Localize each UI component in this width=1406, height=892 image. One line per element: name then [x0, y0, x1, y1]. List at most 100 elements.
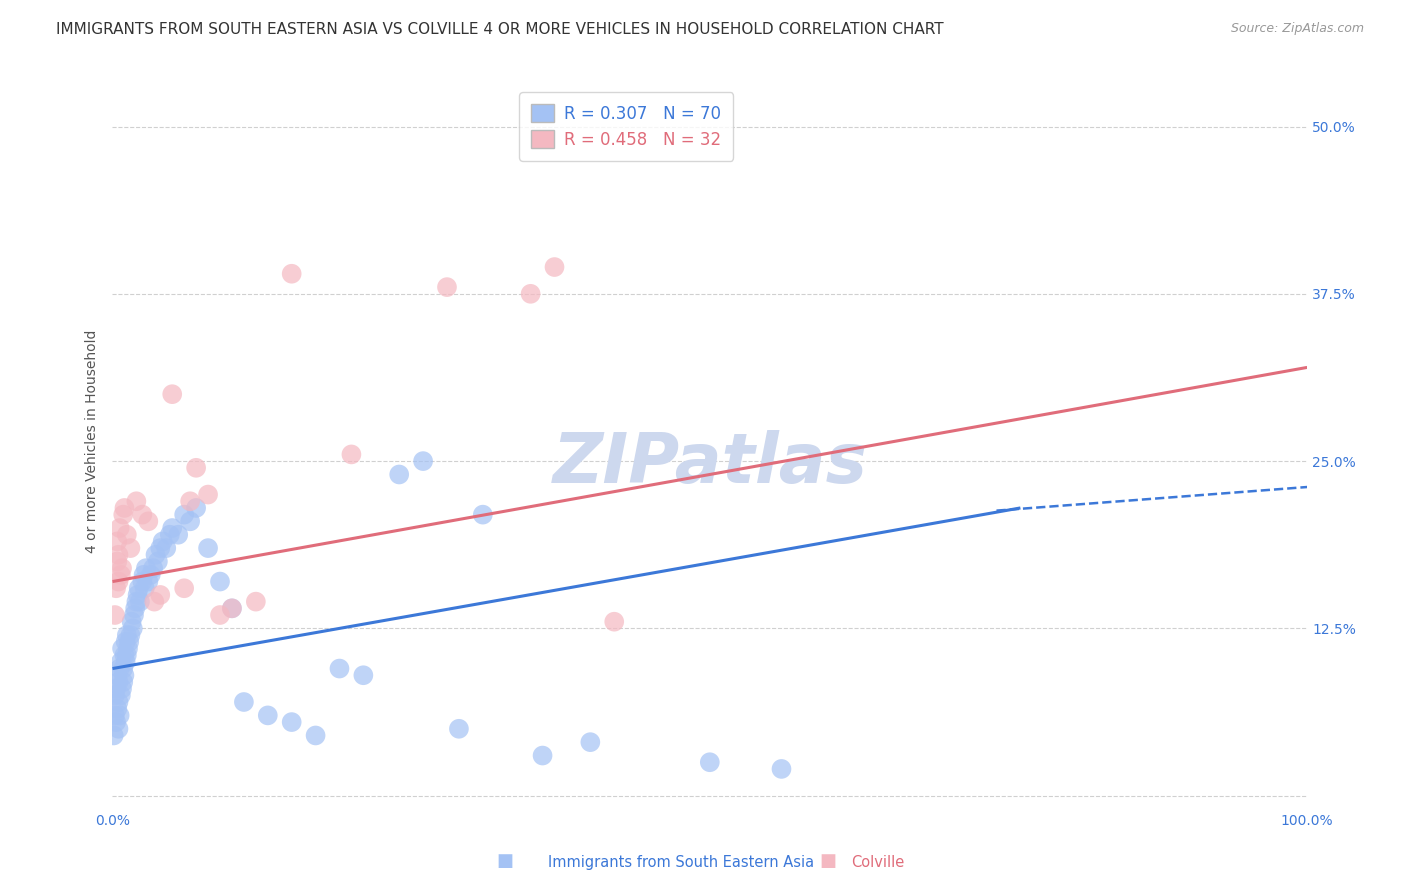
- Point: [152, 534, 174, 549]
- Point: [280, 715, 302, 730]
- Point: [160, 387, 183, 401]
- Point: [115, 628, 138, 642]
- Point: [531, 748, 554, 763]
- Point: [121, 621, 143, 635]
- Point: [770, 762, 793, 776]
- Point: [105, 702, 128, 716]
- Point: [603, 615, 626, 629]
- Point: [155, 541, 177, 555]
- Point: [107, 574, 129, 589]
- Point: [104, 607, 127, 622]
- Point: [108, 661, 131, 675]
- Point: [128, 581, 150, 595]
- Point: [173, 581, 195, 595]
- Point: [117, 641, 139, 656]
- Point: [132, 567, 155, 582]
- Point: [340, 447, 363, 461]
- Point: [208, 574, 231, 589]
- Point: [110, 567, 132, 582]
- Point: [412, 454, 434, 468]
- Point: [103, 729, 125, 743]
- Point: [256, 708, 278, 723]
- Point: [179, 514, 201, 528]
- Point: [131, 574, 153, 589]
- Point: [114, 655, 136, 669]
- Point: [127, 588, 149, 602]
- Point: [115, 527, 138, 541]
- Point: [105, 534, 128, 549]
- Point: [134, 581, 156, 595]
- Y-axis label: 4 or more Vehicles in Household: 4 or more Vehicles in Household: [86, 329, 100, 553]
- Point: [146, 554, 169, 568]
- Point: [131, 508, 153, 522]
- Point: [328, 661, 350, 675]
- Point: [280, 267, 302, 281]
- Point: [142, 561, 165, 575]
- Point: [112, 508, 135, 522]
- Text: IMMIGRANTS FROM SOUTH EASTERN ASIA VS COLVILLE 4 OR MORE VEHICLES IN HOUSEHOLD C: IMMIGRANTS FROM SOUTH EASTERN ASIA VS CO…: [56, 22, 943, 37]
- Point: [179, 494, 201, 508]
- Point: [114, 500, 136, 515]
- Point: [138, 514, 160, 528]
- Point: [436, 280, 458, 294]
- Point: [447, 722, 470, 736]
- Point: [114, 668, 136, 682]
- Point: [149, 541, 172, 555]
- Point: [105, 668, 128, 682]
- Point: [197, 487, 219, 501]
- Text: ZIPatlas: ZIPatlas: [553, 430, 868, 497]
- Point: [112, 661, 135, 675]
- Text: ■: ■: [496, 852, 513, 870]
- Point: [122, 607, 145, 622]
- Point: [139, 567, 162, 582]
- Point: [108, 521, 131, 535]
- Text: Colville: Colville: [851, 855, 904, 870]
- Point: [111, 641, 134, 656]
- Point: [208, 607, 231, 622]
- Text: Immigrants from South Eastern Asia: Immigrants from South Eastern Asia: [548, 855, 814, 870]
- Point: [149, 588, 172, 602]
- Point: [125, 494, 148, 508]
- Point: [129, 594, 152, 608]
- Point: [143, 594, 166, 608]
- Point: [105, 715, 128, 730]
- Point: [124, 601, 146, 615]
- Point: [221, 601, 243, 615]
- Point: [138, 574, 160, 589]
- Point: [105, 681, 128, 696]
- Point: [135, 561, 157, 575]
- Text: ■: ■: [820, 852, 837, 870]
- Point: [125, 594, 148, 608]
- Point: [115, 648, 138, 662]
- Point: [111, 681, 134, 696]
- Point: [114, 648, 136, 662]
- Point: [110, 655, 132, 669]
- Point: [110, 689, 132, 703]
- Point: [543, 260, 565, 274]
- Point: [197, 541, 219, 555]
- Point: [699, 756, 721, 770]
- Point: [352, 668, 374, 682]
- Point: [108, 708, 131, 723]
- Point: [145, 548, 167, 562]
- Point: [184, 500, 207, 515]
- Point: [519, 286, 541, 301]
- Point: [111, 561, 134, 575]
- Point: [471, 508, 494, 522]
- Point: [120, 628, 142, 642]
- Point: [107, 548, 129, 562]
- Text: Source: ZipAtlas.com: Source: ZipAtlas.com: [1230, 22, 1364, 36]
- Point: [159, 527, 181, 541]
- Point: [107, 722, 129, 736]
- Point: [184, 460, 207, 475]
- Point: [121, 615, 143, 629]
- Point: [112, 675, 135, 690]
- Point: [107, 695, 129, 709]
- Point: [104, 708, 127, 723]
- Point: [167, 527, 190, 541]
- Point: [114, 634, 136, 648]
- Point: [304, 729, 326, 743]
- Point: [388, 467, 411, 482]
- Point: [118, 634, 141, 648]
- Point: [173, 508, 195, 522]
